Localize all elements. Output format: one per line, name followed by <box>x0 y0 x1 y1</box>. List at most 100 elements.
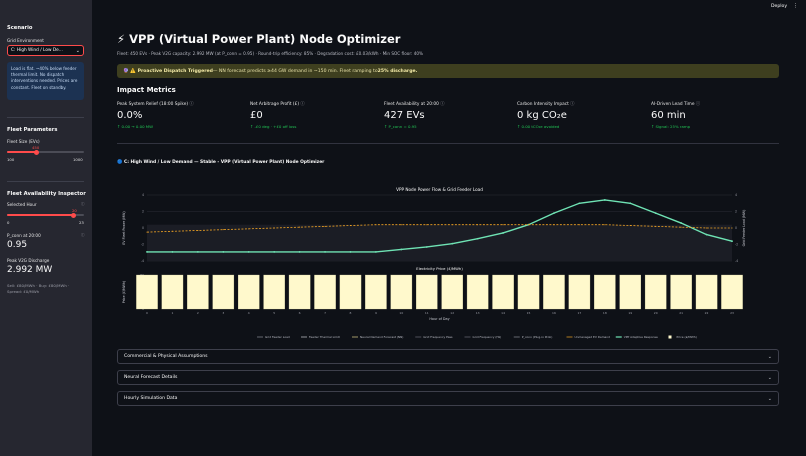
help-icon[interactable]: ⓘ <box>81 202 85 206</box>
metric-card: Carbon Intensity Impact ⓘ 0 kg CO₂e ↑ 0.00… <box>517 101 637 129</box>
legend-label: VPP Adaptive Response <box>624 335 658 339</box>
data-point <box>553 224 555 226</box>
metric-value: £0 <box>250 110 263 121</box>
fleet-size-slider[interactable] <box>7 149 84 155</box>
data-point <box>502 224 504 226</box>
price-bar <box>416 274 438 310</box>
chart-caption: 🔵 C: High Wind / Low Demand — Stable - V… <box>117 160 325 165</box>
data-point <box>476 237 479 240</box>
x-tick-label: 23 <box>730 311 734 315</box>
metric-label: Net Arbitrage Profit (£) ⓘ <box>250 102 305 107</box>
grid-env-select[interactable]: C: High Wind / Low De... ⌄ <box>7 45 84 56</box>
legend-item: VPP Adaptive Response <box>615 335 658 339</box>
x-tick-label: 12 <box>450 311 454 315</box>
price-bar <box>365 274 387 310</box>
data-point <box>375 224 377 226</box>
data-point <box>375 251 377 253</box>
alert-prefix: 🔮 ⚠️ Proactive Dispatch Triggered <box>123 68 213 74</box>
help-icon[interactable]: ⓘ <box>570 102 575 107</box>
price-bar <box>161 274 184 310</box>
help-icon[interactable]: ⓘ <box>81 233 85 237</box>
data-point <box>171 251 174 253</box>
chart-legend: Grid Feeder Load Feeder Thermal Limit Neur… <box>257 335 697 339</box>
pconn-label: P_conn at 20:00 <box>7 233 41 238</box>
deploy-button[interactable]: Deploy <box>771 4 788 9</box>
dispatch-alert: 🔮 ⚠️ Proactive Dispatch Triggered — NN f… <box>117 64 779 78</box>
expander-hourly-data[interactable]: Hourly Simulation Data ⌄ <box>117 391 779 406</box>
selected-hour-slider-thumb[interactable] <box>71 212 77 218</box>
metric-label: Fleet Availability at 20:00 ⓘ <box>384 102 445 107</box>
data-point <box>680 222 683 224</box>
y-tick-label: 4 <box>142 193 144 197</box>
data-point <box>222 229 224 231</box>
price-bar <box>314 274 336 310</box>
price-bar <box>517 274 540 310</box>
price-bar <box>466 274 489 310</box>
y-tick-label: 0 <box>142 226 144 230</box>
selected-hour-max: 23 <box>79 220 84 225</box>
y2-tick-label: 2 <box>735 210 737 214</box>
selected-hour-slider[interactable] <box>7 212 84 218</box>
legend-item: Price (£/MWh) <box>668 335 697 339</box>
data-point <box>273 251 276 253</box>
metric-card: Fleet Availability at 20:00 ⓘ 427 EVs ↑ P_… <box>384 101 504 129</box>
price-bar <box>543 274 565 310</box>
price-bar <box>721 274 743 310</box>
x-tick-label: 15 <box>527 311 531 315</box>
fleet-size-min: 100 <box>7 157 15 162</box>
lightning-icon: ⚡ <box>117 32 126 46</box>
price-bar <box>288 274 311 310</box>
data-point <box>502 232 504 234</box>
alert-bold: 25% discharge. <box>377 68 418 74</box>
x-tick-label: 19 <box>628 311 632 315</box>
price-bar <box>568 274 591 310</box>
metric-delta: ↑ 0.00 → 0.00 MW <box>117 124 153 129</box>
data-point <box>400 224 402 226</box>
price-bar <box>390 274 413 310</box>
fleet-size-slider-thumb[interactable] <box>34 149 40 155</box>
expander-neural-forecast[interactable]: Neural Forecast Details ⌄ <box>117 370 779 385</box>
price-y-axis-label: Price (£/MWh) <box>122 281 126 303</box>
price-bar <box>187 274 209 310</box>
pconn-value: 0.95 <box>7 240 28 250</box>
series-line-unmanaged-ev-demand <box>146 224 732 233</box>
expander-label: Neural Forecast Details <box>124 375 178 380</box>
metric-delta: ↑ P_conn = 0.95 <box>384 124 417 129</box>
data-point <box>248 228 250 230</box>
peak-v2g-value: 2.992 MW <box>7 265 53 275</box>
price-plot: Electricity Price (£/MWh) Price (£/MWh) 0 2… <box>122 266 743 321</box>
expander-assumptions[interactable]: Commercial & Physical Assumptions ⌄ <box>117 349 779 364</box>
metric-card: Peak System Relief (18:00 Spike) ⓘ 0.0% ↑ … <box>117 101 237 129</box>
divider <box>7 117 84 118</box>
more-menu-icon[interactable]: ⋮ <box>793 3 798 9</box>
price-bar <box>212 274 235 310</box>
inspector-heading: Fleet Availability Inspector <box>7 191 86 197</box>
data-point <box>731 227 733 229</box>
divider <box>7 181 84 182</box>
expander-label: Commercial & Physical Assumptions <box>124 354 208 359</box>
expander-label: Hourly Simulation Data <box>124 396 178 401</box>
legend-item: P_conn (Plug-in Prob) <box>513 335 552 339</box>
data-point <box>451 224 453 226</box>
chevron-down-icon: ⌄ <box>767 353 772 360</box>
y-tick-label: 2 <box>142 210 144 214</box>
legend-item: Neural Demand Forecast (NN) <box>352 335 403 339</box>
divider <box>117 143 779 144</box>
x-tick-label: 6 <box>299 311 301 315</box>
help-icon[interactable]: ⓘ <box>440 102 445 107</box>
legend-item: Grid Frequency Pass <box>415 335 453 339</box>
vpp-chart: VPP Node Power Flow & Grid Feeder Load -4… <box>122 187 746 339</box>
metric-card: Net Arbitrage Profit (£) ⓘ £0 ↑ -£0 deg · … <box>250 101 370 129</box>
y2-axis-label: Grid Feeder Load (MW) <box>742 210 746 247</box>
price-y-tick: 0 <box>142 307 144 311</box>
x-tick-label: 9 <box>375 311 377 315</box>
help-icon[interactable]: ⓘ <box>300 102 305 107</box>
series-line-vpp-adaptive-response <box>147 199 733 253</box>
data-point <box>349 225 351 227</box>
x-tick-label: 20 <box>654 311 658 315</box>
x-tick-label: 3 <box>222 311 224 315</box>
price-bar <box>492 274 514 310</box>
legend-item: Feeder Thermal Limit <box>301 335 341 339</box>
help-icon[interactable]: ⓘ <box>189 102 194 107</box>
help-icon[interactable]: ⓘ <box>695 102 701 107</box>
